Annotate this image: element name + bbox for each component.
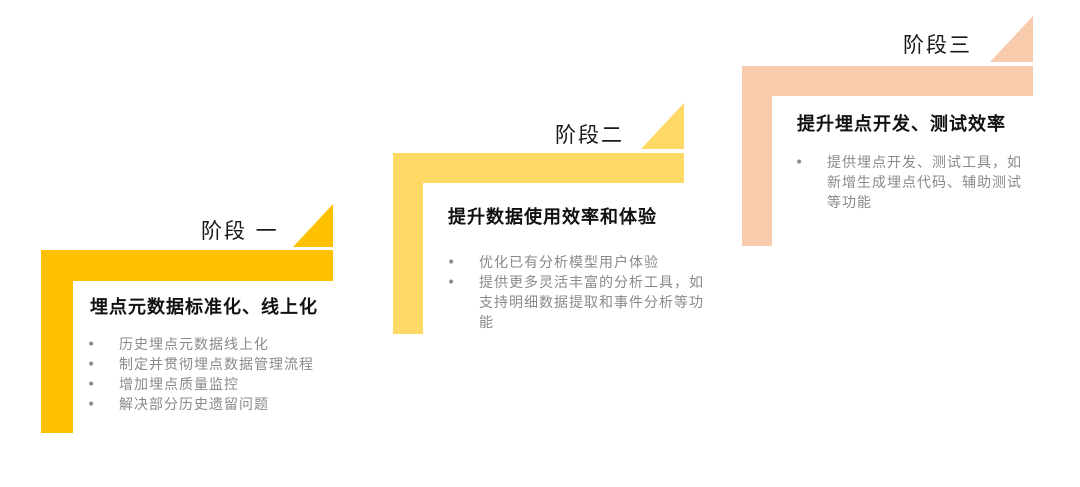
stage-1-heading: 埋点元数据标准化、线上化 bbox=[90, 297, 318, 318]
list-item: 解决部分历史遗留问题 bbox=[87, 395, 357, 415]
stage-2-top-bar bbox=[393, 153, 684, 183]
stage-2-list: 优化已有分析模型用户体验 提供更多灵活丰富的分析工具，如支持明细数据提取和事件分… bbox=[447, 253, 715, 333]
stage-3-label: 阶段三 bbox=[903, 33, 972, 57]
stage-1-top-bar bbox=[41, 250, 333, 281]
stage-2-heading: 提升数据使用效率和体验 bbox=[448, 207, 657, 228]
stage-1-corner-triangle bbox=[293, 204, 333, 247]
stage-3-heading: 提升埋点开发、测试效率 bbox=[797, 114, 1006, 135]
list-item: 提供埋点开发、测试工具，如新增生成埋点代码、辅助测试等功能 bbox=[795, 153, 1035, 213]
list-item: 历史埋点元数据线上化 bbox=[87, 335, 357, 355]
stage-1-label: 阶段 一 bbox=[201, 219, 279, 243]
stage-2-corner-triangle bbox=[641, 103, 684, 149]
stage-2-label: 阶段二 bbox=[555, 123, 624, 147]
list-item: 优化已有分析模型用户体验 bbox=[447, 253, 715, 273]
list-item: 增加埋点质量监控 bbox=[87, 375, 357, 395]
stage-1-list: 历史埋点元数据线上化 制定并贯彻埋点数据管理流程 增加埋点质量监控 解决部分历史… bbox=[87, 335, 357, 415]
stage-3-left-bar bbox=[742, 66, 772, 246]
stage-3-list: 提供埋点开发、测试工具，如新增生成埋点代码、辅助测试等功能 bbox=[795, 153, 1035, 213]
stage-2-left-bar bbox=[393, 153, 423, 334]
stage-1-left-bar bbox=[41, 250, 73, 433]
stage-3-corner-triangle bbox=[990, 16, 1033, 62]
stage-3-top-bar bbox=[742, 66, 1033, 96]
list-item: 制定并贯彻埋点数据管理流程 bbox=[87, 355, 357, 375]
list-item: 提供更多灵活丰富的分析工具，如支持明细数据提取和事件分析等功能 bbox=[447, 273, 715, 333]
